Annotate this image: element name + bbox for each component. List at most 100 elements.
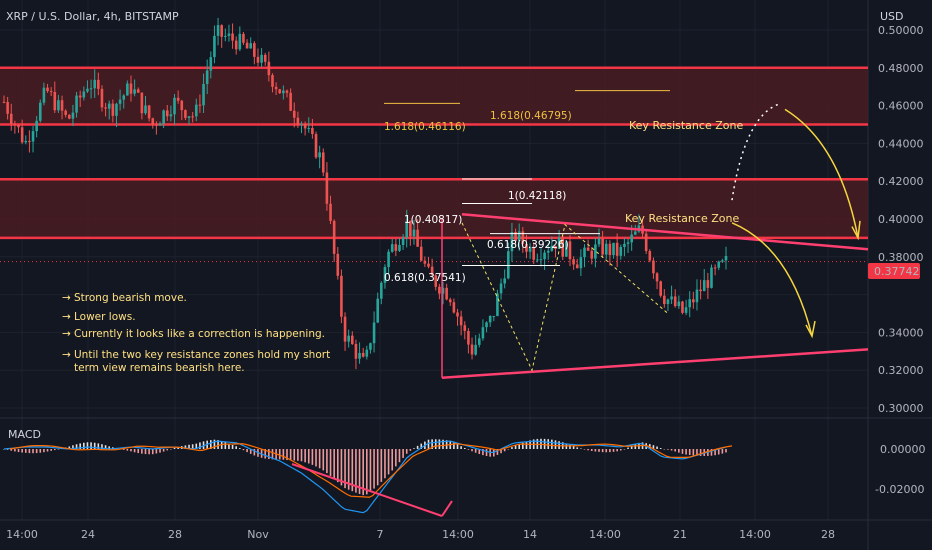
price-tick-label: 0.44000 bbox=[878, 137, 924, 150]
candle-body bbox=[644, 233, 648, 252]
macd-hist-bar bbox=[228, 443, 230, 449]
time-tick-label: 28 bbox=[168, 528, 182, 541]
macd-hist-bar bbox=[376, 449, 379, 486]
price-tick-label: 0.48000 bbox=[878, 62, 924, 75]
candle-body bbox=[459, 316, 463, 326]
candle-body bbox=[354, 343, 358, 359]
drawings bbox=[384, 90, 869, 380]
macd-hist-bar bbox=[551, 439, 553, 449]
candle-body bbox=[60, 100, 64, 111]
macd-hist-bar bbox=[166, 449, 169, 451]
macd-hist-bar bbox=[681, 449, 684, 454]
macd-hist-bar bbox=[155, 449, 158, 454]
fib-label-1: 1.618(0.46116) bbox=[384, 121, 466, 133]
candle-body bbox=[536, 259, 539, 261]
candle-body bbox=[539, 259, 543, 261]
macd-hist-bar bbox=[663, 449, 666, 450]
macd-tick-label: -0.02000 bbox=[875, 483, 924, 496]
candle-body bbox=[311, 128, 314, 135]
candle-body bbox=[528, 247, 532, 252]
macd-hist-bar bbox=[271, 449, 274, 460]
candle-body bbox=[71, 112, 75, 119]
time-tick-label: 14:00 bbox=[589, 528, 621, 541]
candle-body bbox=[351, 335, 354, 344]
candle-body bbox=[340, 275, 343, 317]
macd-hist-bar bbox=[68, 446, 71, 449]
macd-hist-bar bbox=[199, 442, 201, 449]
macd-hist-bar bbox=[369, 449, 372, 492]
macd-hist-bar bbox=[151, 449, 154, 455]
candle-body bbox=[9, 113, 13, 124]
time-tick-label: 14:00 bbox=[6, 528, 38, 541]
macd-hist-bar bbox=[191, 444, 194, 449]
macd-hist-bar bbox=[670, 449, 673, 451]
projection-down-path-1 bbox=[784, 108, 859, 239]
macd-hist-bar bbox=[286, 449, 288, 461]
macd-hist-bar bbox=[590, 449, 593, 451]
price-axis[interactable]: 0.50000 0.48000 0.46000 0.44000 0.42000 0.400… bbox=[875, 24, 926, 496]
macd-hist-bar bbox=[391, 449, 394, 471]
macd-hist-bar bbox=[6, 449, 9, 450]
fib-label-2: 1.618(0.46795) bbox=[490, 110, 572, 122]
macd-hist-bar bbox=[514, 445, 517, 449]
candle-body bbox=[187, 116, 191, 118]
macd-hist-bar bbox=[384, 449, 386, 479]
candle-body bbox=[365, 349, 369, 357]
candle-body bbox=[401, 237, 405, 245]
candle-body bbox=[655, 273, 659, 282]
candle-body bbox=[191, 116, 194, 118]
macd-hist-bar bbox=[630, 445, 633, 449]
fib-label-3: 1(0.42118) bbox=[508, 190, 566, 202]
macd-hist-bar bbox=[572, 446, 575, 449]
macd-hist-bar bbox=[366, 449, 368, 495]
macd-hist-bar bbox=[231, 444, 234, 449]
notes-block: → Strong bearish move. → Lower lows. → C… bbox=[62, 292, 330, 374]
upper-trendline bbox=[461, 213, 869, 251]
macd-hist-bar bbox=[710, 449, 713, 456]
candle-body bbox=[231, 33, 234, 41]
macd-tick-label: 0.00000 bbox=[880, 443, 926, 456]
candle-body bbox=[663, 295, 666, 305]
macd-hist-bar bbox=[467, 449, 470, 450]
note-4: Until the two key resistance zones hold … bbox=[74, 349, 330, 361]
candle-body bbox=[332, 220, 336, 254]
macd-hist-bar bbox=[674, 449, 677, 452]
macd-hist-bar bbox=[474, 449, 477, 453]
candle-body bbox=[434, 275, 438, 287]
macd-hist-bar bbox=[246, 449, 248, 453]
macd-hist-bar bbox=[184, 445, 187, 449]
macd-hist-bar bbox=[53, 449, 56, 451]
macd-hist-bar bbox=[133, 449, 136, 453]
macd-hist-bar bbox=[24, 449, 27, 453]
macd-hist-bar bbox=[558, 441, 560, 449]
candle-body bbox=[597, 238, 601, 245]
macd-hist-bar bbox=[108, 446, 111, 449]
macd-hist-bar bbox=[420, 443, 423, 449]
candle-body bbox=[347, 335, 350, 342]
candle-body bbox=[517, 231, 521, 241]
time-axis[interactable]: 14:00 24 28 Nov 7 14:00 14 14:00 21 14:00 28 bbox=[6, 528, 835, 541]
candle-body bbox=[136, 89, 140, 93]
candle-body bbox=[724, 255, 728, 261]
note-1: Strong bearish move. bbox=[74, 292, 187, 304]
macd-hist-bar bbox=[616, 449, 618, 452]
macd-pane bbox=[3, 438, 733, 517]
candle-body bbox=[427, 263, 430, 267]
macd-hist-bar bbox=[268, 449, 270, 460]
candle-body bbox=[209, 57, 213, 71]
macd-hist-bar bbox=[307, 449, 310, 464]
macd-hist-bar bbox=[405, 449, 408, 454]
candle-body bbox=[695, 289, 699, 303]
current-price-value: 0.37742 bbox=[874, 265, 920, 278]
macd-hist-bar bbox=[398, 449, 401, 463]
candle-body bbox=[532, 247, 536, 260]
candle-body bbox=[615, 242, 619, 256]
candle-body bbox=[194, 104, 198, 117]
price-tick-label: 0.46000 bbox=[878, 100, 924, 113]
macd-hist-bar bbox=[402, 449, 404, 458]
candle-body bbox=[111, 103, 115, 116]
candle-body bbox=[307, 128, 311, 130]
note-arrow-icon: → bbox=[62, 349, 71, 361]
candle-body bbox=[383, 267, 387, 283]
